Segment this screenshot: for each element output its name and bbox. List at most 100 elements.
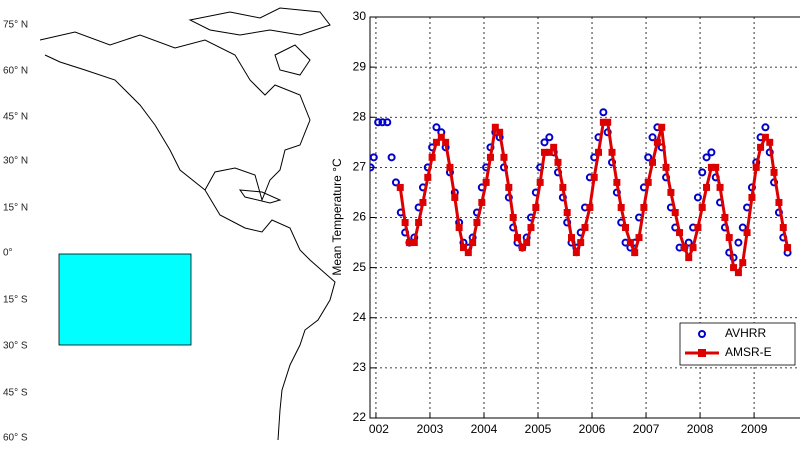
marker xyxy=(451,193,459,201)
marker xyxy=(644,153,653,162)
marker xyxy=(581,224,589,232)
marker xyxy=(464,249,472,257)
marker xyxy=(559,183,567,191)
marker xyxy=(424,173,432,181)
latitude-label: 75° N xyxy=(3,20,28,31)
marker xyxy=(391,178,400,187)
marker xyxy=(572,249,580,257)
marker xyxy=(513,234,521,242)
marker xyxy=(725,234,733,242)
study-region xyxy=(58,253,192,346)
marker xyxy=(702,153,711,162)
y-tick-label: 28 xyxy=(353,109,367,123)
marker xyxy=(428,153,436,161)
marker xyxy=(486,153,494,161)
marker xyxy=(680,244,688,252)
marker xyxy=(500,153,508,161)
map-background xyxy=(0,0,366,449)
marker xyxy=(743,229,751,237)
marker xyxy=(671,208,679,216)
marker xyxy=(442,138,450,146)
y-tick-label: 27 xyxy=(353,160,367,174)
x-tick-label: 2005 xyxy=(525,422,552,436)
marker xyxy=(721,214,729,221)
marker xyxy=(415,219,423,227)
marker xyxy=(667,188,675,196)
marker xyxy=(545,148,553,156)
legend-marker xyxy=(698,330,706,338)
latitude-label: 60° S xyxy=(3,433,28,444)
marker xyxy=(523,239,531,247)
marker xyxy=(693,193,702,202)
marker xyxy=(653,138,661,146)
x-tick-label: 2006 xyxy=(579,422,606,436)
marker xyxy=(738,223,747,232)
y-tick-label: 29 xyxy=(353,59,367,73)
marker xyxy=(432,123,441,132)
map: 75° N 60° N 45° N 30° N 15° N 0° 15° S 30° S 45°… xyxy=(0,0,366,449)
latitude-label: 60° N xyxy=(3,66,28,77)
latitude-label: 0° xyxy=(3,248,13,259)
coastline xyxy=(39,31,336,441)
marker xyxy=(761,133,769,141)
marker xyxy=(554,158,562,166)
marker xyxy=(730,264,738,272)
marker xyxy=(703,183,711,191)
y-axis-label: Mean Temperature °C xyxy=(330,158,344,276)
marker xyxy=(473,219,481,227)
marker xyxy=(648,133,657,142)
marker xyxy=(757,143,765,151)
marker xyxy=(536,178,544,186)
marker xyxy=(752,163,760,171)
marker xyxy=(419,198,427,206)
marker xyxy=(613,178,621,186)
latitude-label: 15° S xyxy=(3,295,28,306)
legend-box xyxy=(679,322,796,366)
marker xyxy=(775,198,783,206)
marker xyxy=(455,224,463,232)
latitude-label: 45° N xyxy=(3,112,28,123)
marker xyxy=(401,219,409,227)
marker xyxy=(505,183,513,191)
marker xyxy=(626,239,634,247)
marker xyxy=(491,123,499,131)
marker xyxy=(540,138,549,147)
legend-marker xyxy=(698,349,706,357)
marker xyxy=(459,244,467,252)
latitude-label: 30° N xyxy=(3,156,28,167)
plot-area xyxy=(369,16,800,419)
marker xyxy=(676,229,684,237)
marker xyxy=(532,203,540,211)
marker xyxy=(734,269,742,277)
marker xyxy=(599,108,608,117)
latitude-label: 45° S xyxy=(3,388,28,399)
legend-label: AMSR-E xyxy=(725,345,772,359)
y-tick-label: 25 xyxy=(353,260,367,274)
marker xyxy=(396,183,404,191)
marker xyxy=(707,148,716,157)
y-tick-label: 23 xyxy=(353,360,367,374)
series-group xyxy=(370,108,792,277)
marker xyxy=(640,203,648,211)
marker xyxy=(684,238,693,247)
marker xyxy=(685,254,693,262)
marker xyxy=(707,163,715,171)
marker xyxy=(478,198,486,206)
marker xyxy=(604,118,612,126)
marker xyxy=(698,168,707,177)
marker xyxy=(635,234,643,242)
marker xyxy=(698,203,706,211)
marker xyxy=(469,239,477,247)
marker xyxy=(617,203,625,211)
marker xyxy=(622,224,630,232)
marker xyxy=(739,259,747,267)
marker xyxy=(378,118,387,127)
marker xyxy=(540,148,548,156)
marker xyxy=(761,123,770,132)
y-tick-label: 24 xyxy=(353,310,367,324)
x-tick-label: 2004 xyxy=(471,422,498,436)
marker xyxy=(567,234,575,242)
marker xyxy=(496,128,504,136)
marker xyxy=(509,214,517,221)
